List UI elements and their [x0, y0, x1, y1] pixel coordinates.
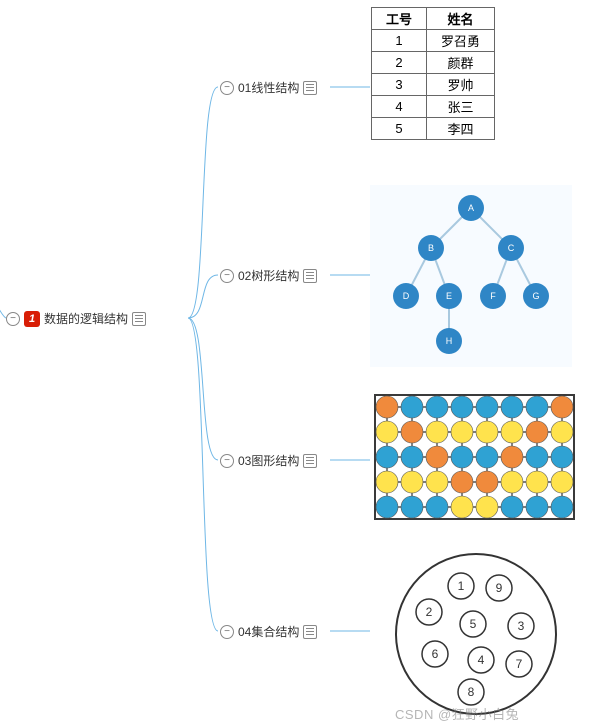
table-row: 4张三 — [372, 96, 495, 118]
note-icon[interactable] — [303, 625, 317, 639]
child-label: 03图形结构 — [238, 452, 299, 469]
svg-text:B: B — [428, 243, 434, 253]
child-node-tree[interactable]: − 02树形结构 — [220, 267, 317, 284]
svg-text:9: 9 — [496, 581, 503, 595]
svg-text:H: H — [446, 336, 453, 346]
table-cell: 5 — [372, 118, 427, 140]
root-node[interactable]: − 1 数据的逻辑结构 — [6, 310, 146, 327]
table-cell: 3 — [372, 74, 427, 96]
svg-text:D: D — [403, 291, 410, 301]
table-cell: 颜群 — [427, 52, 495, 74]
svg-text:G: G — [532, 291, 539, 301]
svg-text:E: E — [446, 291, 452, 301]
table-row: 2颜群 — [372, 52, 495, 74]
table-cell: 张三 — [427, 96, 495, 118]
child-label: 01线性结构 — [238, 79, 299, 96]
collapse-icon[interactable]: − — [220, 454, 234, 468]
child-node-graph[interactable]: − 03图形结构 — [220, 452, 317, 469]
note-icon[interactable] — [303, 454, 317, 468]
watermark: CSDN @狂野小白兔 — [395, 704, 519, 723]
note-icon[interactable] — [132, 312, 146, 326]
child-label: 04集合结构 — [238, 623, 299, 640]
child-node-set[interactable]: − 04集合结构 — [220, 623, 317, 640]
table-cell: 罗召勇 — [427, 30, 495, 52]
badge-text: 1 — [29, 313, 35, 325]
tree-diagram-illustration: A B C D E F G H — [370, 185, 572, 367]
table-cell: 李四 — [427, 118, 495, 140]
collapse-icon[interactable]: − — [220, 269, 234, 283]
svg-text:6: 6 — [432, 647, 439, 661]
child-node-linear[interactable]: − 01线性结构 — [220, 79, 317, 96]
linear-table-illustration: 工号姓名1罗召勇2颜群3罗帅4张三5李四 — [370, 6, 496, 141]
table-row: 1罗召勇 — [372, 30, 495, 52]
table-header: 工号 — [372, 8, 427, 30]
root-label: 数据的逻辑结构 — [44, 310, 128, 327]
note-icon[interactable] — [303, 269, 317, 283]
priority-badge: 1 — [24, 311, 40, 327]
table-row: 5李四 — [372, 118, 495, 140]
graph-svg — [373, 393, 576, 521]
watermark-text: CSDN @狂野小白兔 — [395, 707, 519, 722]
table-header: 姓名 — [427, 8, 495, 30]
set-diagram-illustration: 1 9 2 5 3 6 4 7 8 — [380, 545, 572, 726]
svg-text:C: C — [508, 243, 515, 253]
table-cell: 2 — [372, 52, 427, 74]
svg-text:F: F — [490, 291, 496, 301]
svg-text:4: 4 — [478, 653, 485, 667]
table-cell: 1 — [372, 30, 427, 52]
tree-svg: A B C D E F G H — [371, 186, 571, 366]
graph-grid-illustration — [372, 392, 577, 527]
svg-text:2: 2 — [426, 605, 433, 619]
svg-text:3: 3 — [518, 619, 525, 633]
table-cell: 4 — [372, 96, 427, 118]
employee-table: 工号姓名1罗召勇2颜群3罗帅4张三5李四 — [371, 7, 495, 140]
svg-text:8: 8 — [468, 685, 475, 699]
svg-text:5: 5 — [470, 617, 477, 631]
collapse-icon[interactable]: − — [220, 625, 234, 639]
collapse-icon[interactable]: − — [220, 81, 234, 95]
svg-text:A: A — [468, 203, 474, 213]
set-svg: 1 9 2 5 3 6 4 7 8 — [381, 546, 571, 721]
note-icon[interactable] — [303, 81, 317, 95]
child-label: 02树形结构 — [238, 267, 299, 284]
collapse-icon[interactable]: − — [6, 312, 20, 326]
table-cell: 罗帅 — [427, 74, 495, 96]
svg-text:1: 1 — [458, 579, 465, 593]
table-row: 3罗帅 — [372, 74, 495, 96]
svg-text:7: 7 — [516, 657, 523, 671]
